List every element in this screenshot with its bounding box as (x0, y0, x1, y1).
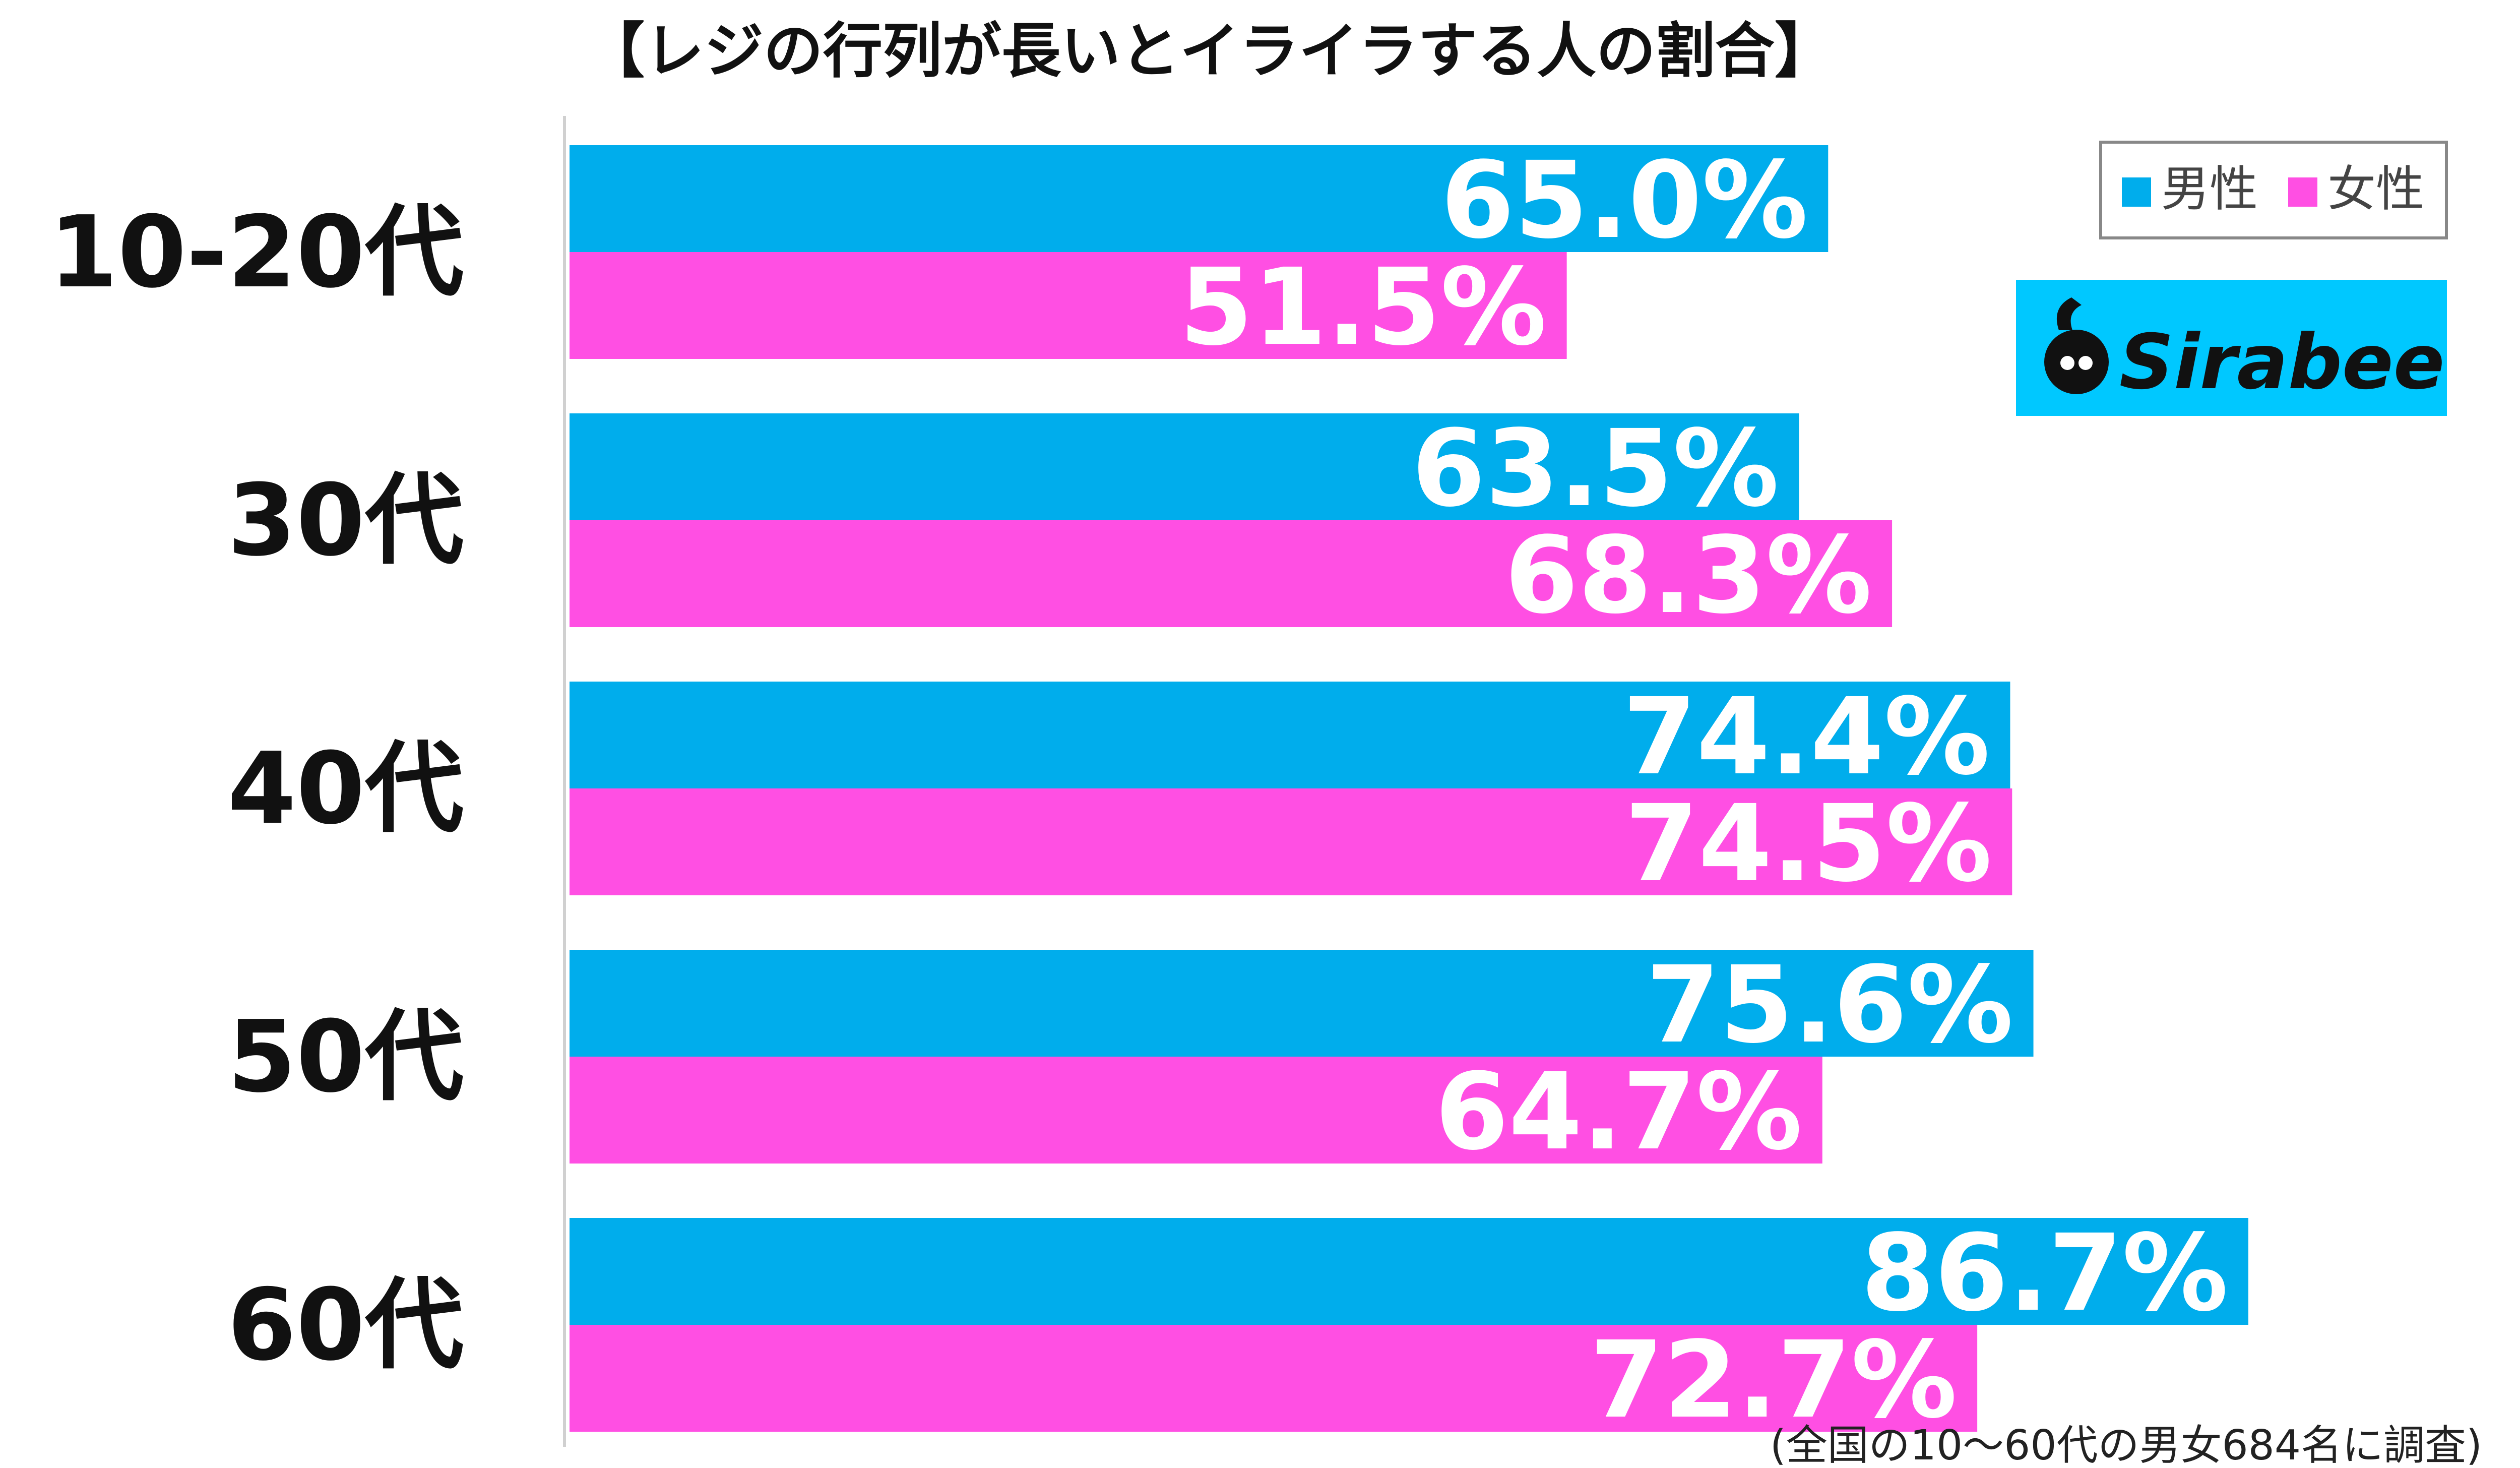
data-label: 74.5% (1625, 782, 1992, 905)
bar-male (570, 413, 1799, 520)
bar-male (570, 682, 2010, 788)
legend-label-male: 男性 (2161, 161, 2258, 217)
footnote: (全国の10〜60代の男女684名に調査) (1770, 1422, 2482, 1468)
bar-female (570, 252, 1567, 359)
bar-female (570, 788, 2012, 895)
bar-male (570, 145, 1829, 252)
legend-swatch-male (2122, 177, 2151, 207)
data-label: 63.5% (1412, 407, 1779, 530)
bar-female (570, 520, 1893, 627)
data-label: 65.0% (1441, 139, 1808, 262)
data-label: 86.7% (1861, 1211, 2228, 1335)
data-label: 51.5% (1179, 246, 1547, 369)
data-label: 68.3% (1505, 514, 1872, 637)
category-labels: 10-20代 30代 40代 50代 60代 (49, 195, 464, 1383)
legend: 男性 女性 (2099, 141, 2448, 239)
bar-female (570, 1057, 1822, 1164)
chart-title: 【レジの行列が長いとイライラする人の割合】 (585, 16, 1834, 86)
legend-label-female: 女性 (2327, 161, 2424, 217)
data-label: 64.7% (1435, 1050, 1802, 1174)
category-label: 50代 (227, 1000, 464, 1115)
sirabee-logo: Sirabee (2016, 280, 2447, 416)
value-labels: 65.0%51.5% 63.5%68.3% 74.4%74.5% 75.6%64.7%… (1179, 139, 2228, 1442)
category-label: 60代 (227, 1268, 464, 1383)
category-label: 30代 (227, 463, 464, 578)
legend-swatch-female (2288, 177, 2317, 207)
category-label: 40代 (227, 731, 464, 846)
data-label: 72.7% (1590, 1318, 1958, 1442)
bar-female (570, 1325, 1978, 1432)
bar-male (570, 950, 2034, 1057)
logo-mark-icon (2044, 297, 2109, 394)
legend-box (2099, 141, 2448, 239)
bar-male (570, 1218, 2249, 1325)
bar-group (570, 145, 2249, 1432)
data-label: 75.6% (1646, 943, 2013, 1067)
data-label: 74.4% (1623, 675, 1990, 799)
logo-text: Sirabee (2119, 319, 2444, 406)
category-label: 10-20代 (49, 195, 464, 310)
